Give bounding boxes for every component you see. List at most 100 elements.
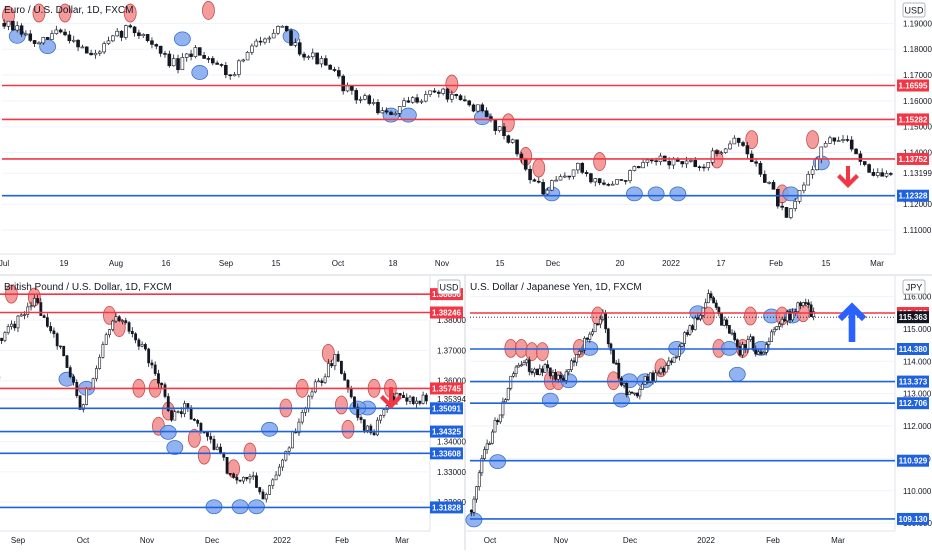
gbpusd-candle-body-30 (98, 357, 102, 369)
usdjpy-candle-body-76 (670, 360, 673, 363)
eurusd-candle-body-18 (80, 46, 85, 49)
eurusd-candle-body-174 (758, 163, 763, 175)
eurusd-candle-body-60 (263, 38, 267, 43)
gbpusd-candle-body-12 (39, 302, 43, 316)
usdjpy-candle-body-21 (525, 359, 529, 363)
eurusd-candle-body-195 (849, 139, 854, 150)
gbpusd-candle-body-6 (19, 314, 23, 317)
eurusd-candle-body-3 (15, 25, 20, 31)
eurusd-candle-body-103 (450, 94, 454, 100)
eurusd-candle-body-89 (389, 111, 393, 116)
eurusd-candle-body-99 (432, 90, 437, 93)
eurusd-marker-blue-7 (173, 31, 191, 47)
eurusd-y-tick-label: 1.16000 (903, 97, 932, 106)
usdjpy-candle-body-82 (685, 332, 689, 335)
gbpusd-level-badge-6 (430, 501, 463, 514)
eurusd-currency-badge[interactable] (902, 2, 926, 18)
usdjpy-candle-body-8 (490, 431, 494, 444)
gbpusd-y-tick-label: 1.34000 (437, 437, 466, 446)
eurusd-candle-body-27 (119, 30, 124, 38)
gbpusd-level-label-2: 1.35745 (432, 384, 461, 393)
eurusd-candle-body-200 (871, 172, 876, 176)
gbpusd-candle-body-32 (104, 334, 108, 345)
usdjpy-level-label-3: 113.373 (899, 378, 928, 387)
eurusd-candle-body-61 (267, 37, 272, 40)
eurusd-candle-body-129 (563, 175, 567, 178)
eurusd-candle-body-90 (393, 113, 398, 116)
eurusd-candle-body-73 (319, 58, 324, 65)
usdjpy-candle-body-110 (759, 351, 763, 355)
usdjpy-candle-body-9 (493, 420, 497, 433)
usdjpy-candle-body-0 (469, 509, 473, 513)
eurusd-x-tick-label: 2022 (662, 259, 680, 268)
gbpusd-candle-body-2 (6, 326, 10, 334)
eurusd-candle-body-149 (649, 159, 654, 162)
eurusd-candle-body-95 (415, 97, 419, 103)
eurusd-candle-body-98 (428, 90, 432, 95)
usdjpy-candle-body-115 (772, 328, 776, 333)
eurusd-candle-body-20 (89, 52, 93, 56)
gbpusd-candle-body-36 (117, 316, 121, 322)
eurusd-candle-body-176 (767, 182, 771, 184)
gbpusd-candle-body-80 (261, 491, 265, 500)
usdjpy-candle-body-129 (809, 304, 813, 317)
eurusd-candle-body-31 (137, 32, 141, 37)
usdjpy-candle-body-51 (604, 312, 608, 330)
gbpusd-candle-body-97 (317, 380, 320, 383)
usdjpy-candle-body-56 (617, 362, 621, 379)
gbpusd-candle-body-46 (150, 362, 154, 366)
eurusd-x-tick-label: Nov (435, 259, 449, 268)
gbpusd-candle-body-11 (36, 298, 39, 303)
gbpusd-candle-body-130 (424, 394, 428, 402)
gbpusd-y-tick-label: 1.35394 (437, 395, 466, 404)
usdjpy-candle-body-54 (612, 349, 615, 364)
gbpusd-candle-body-28 (91, 378, 95, 389)
gbpusd-candle-body-129 (421, 394, 425, 404)
gbpusd-level-badge-4 (430, 425, 463, 438)
gbpusd-candle-body-75 (245, 476, 249, 480)
eurusd-candle-body-138 (602, 182, 606, 185)
usdjpy-candle-body-35 (562, 377, 565, 381)
eurusd-candle-body-113 (493, 119, 498, 131)
gbpusd-candle-body-37 (121, 320, 124, 322)
eurusd-currency-label: USD (904, 6, 924, 16)
eurusd-candle-body-63 (276, 26, 280, 34)
eurusd-x-tick-label: 17 (717, 259, 726, 268)
eurusd-candle-body-21 (93, 52, 98, 56)
usdjpy-candle-body-105 (746, 339, 750, 350)
gbpusd-candle-body-34 (111, 320, 115, 330)
eurusd-chart-pane[interactable]: 1.190001.180001.170001.160001.150001.140… (0, 0, 932, 268)
usdjpy-candle-body-124 (796, 302, 800, 312)
usdjpy-candle-body-109 (756, 351, 760, 355)
gbpusd-candle-body-128 (418, 400, 422, 404)
usdjpy-candle-body-23 (530, 371, 534, 374)
eurusd-candle-body-86 (376, 102, 380, 114)
eurusd-candle-body-114 (497, 126, 502, 131)
eurusd-candle-body-68 (297, 42, 302, 55)
gbpusd-y-tick-label: 1.38000 (437, 316, 466, 325)
eurusd-candle-body-116 (506, 135, 511, 143)
gbpusd-candle-body-74 (242, 476, 245, 482)
usdjpy-candle-body-74 (664, 365, 668, 373)
gbpusd-candle-body-77 (251, 475, 255, 478)
usdjpy-candle-body-111 (762, 351, 766, 355)
usdjpy-candle-body-69 (651, 372, 655, 382)
gbpusd-chart-pane[interactable]: 1.38000 1.37000 1.36000 1.35394 1.34000 1.330… (0, 276, 466, 545)
usdjpy-candle-body-44 (585, 337, 589, 340)
gbpusd-candle-body-44 (143, 344, 147, 350)
usdjpy-candle-body-34 (559, 374, 563, 379)
usdjpy-chart-pane[interactable]: 116.000115.000114.000113.000112.000111.0… (465, 276, 932, 545)
eurusd-candle-body-178 (776, 189, 780, 207)
eurusd-candle-body-58 (254, 40, 259, 47)
gbpusd-x-tick-label: Oct (77, 536, 90, 545)
eurusd-candle-body-52 (228, 74, 232, 77)
eurusd-y-tick-label: 1.17000 (903, 71, 932, 80)
gbpusd-candle-body-67 (219, 446, 222, 453)
eurusd-x-tick-label: 20 (616, 259, 625, 268)
eurusd-candle-body-140 (610, 183, 615, 186)
gbpusd-currency-badge[interactable] (437, 279, 461, 295)
gbpusd-level-label-0: 1.38850 (432, 290, 461, 299)
gbpusd-candle-body-7 (23, 314, 26, 316)
usdjpy-currency-badge[interactable] (902, 279, 926, 295)
